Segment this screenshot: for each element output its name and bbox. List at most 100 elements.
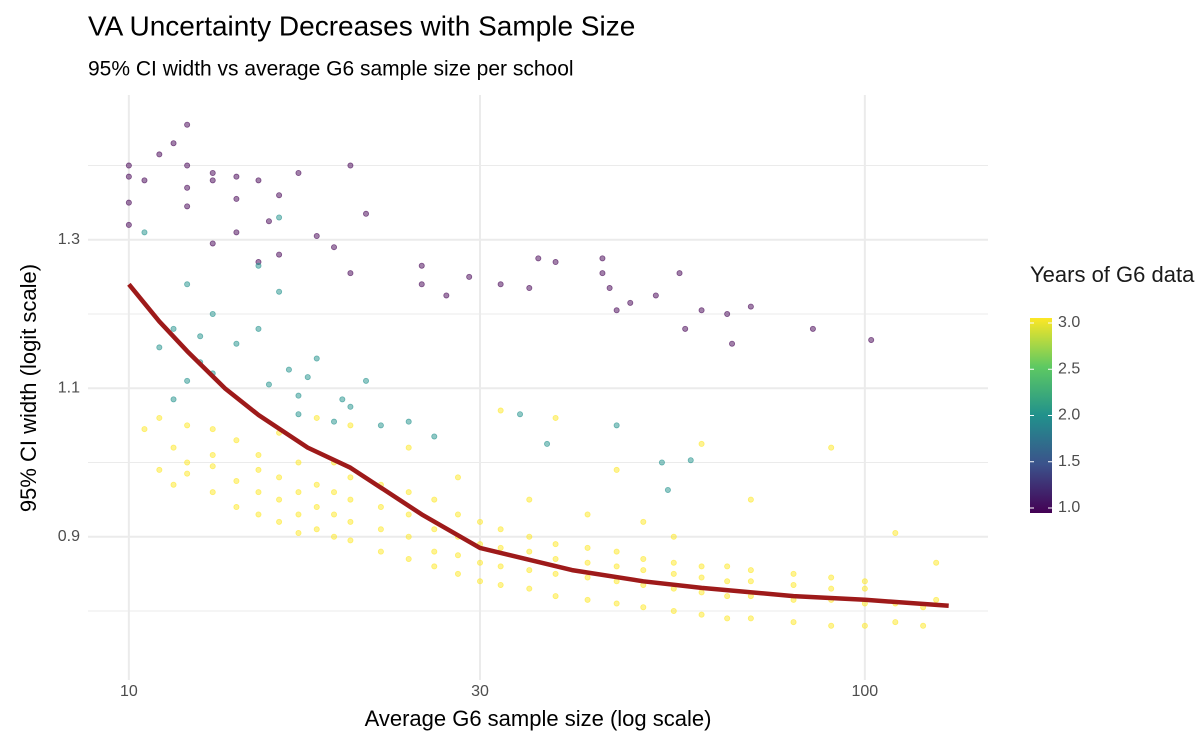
scatter-point	[552, 414, 559, 421]
scatter-point	[313, 355, 320, 362]
scatter-point	[255, 177, 262, 184]
scatter-point	[418, 262, 425, 269]
scatter-point	[125, 162, 132, 169]
scatter-point	[497, 526, 504, 533]
scatter-point	[170, 481, 177, 488]
scatter-point	[276, 251, 283, 258]
scatter-point	[790, 619, 797, 626]
scatter-point	[670, 570, 677, 577]
scatter-point	[184, 203, 191, 210]
scatter-point	[276, 518, 283, 525]
scatter-point	[431, 496, 438, 503]
scatter-point	[209, 177, 216, 184]
y-tick-label: 0.9	[58, 528, 80, 545]
x-tick-label: 100	[852, 683, 879, 700]
scatter-point	[454, 552, 461, 559]
scatter-point	[868, 336, 875, 343]
scatter-point	[331, 244, 338, 251]
chart-subtitle: 95% CI width vs average G6 sample size p…	[88, 58, 574, 81]
scatter-point	[313, 526, 320, 533]
scatter-point	[347, 422, 354, 429]
scatter-point	[584, 511, 591, 518]
scatter-point	[170, 140, 177, 147]
scatter-point	[454, 474, 461, 481]
scatter-point	[497, 407, 504, 414]
scatter-point	[526, 285, 533, 292]
scatter-point	[698, 563, 705, 570]
x-tick-label: 10	[120, 683, 138, 700]
scatter-point	[184, 281, 191, 288]
scatter-point	[431, 563, 438, 570]
scatter-point	[682, 325, 689, 332]
scatter-point	[255, 452, 262, 459]
scatter-point	[255, 511, 262, 518]
scatter-point	[698, 307, 705, 314]
y-axis-label: 95% CI width (logit scale)	[16, 264, 41, 512]
colorbar-label: 1.0	[1058, 499, 1080, 516]
scatter-point	[698, 440, 705, 447]
scatter-point	[313, 233, 320, 240]
scatter-point	[418, 281, 425, 288]
scatter-point	[331, 489, 338, 496]
colorbar-label: 1.5	[1058, 453, 1080, 470]
scatter-point	[184, 377, 191, 384]
scatter-point	[285, 366, 292, 373]
scatter-point	[331, 418, 338, 425]
scatter-point	[613, 548, 620, 555]
scatter-point	[658, 459, 665, 466]
scatter-point	[454, 570, 461, 577]
scatter-point	[156, 344, 163, 351]
scatter-point	[933, 559, 940, 566]
scatter-point	[676, 270, 683, 277]
colorbar-label: 2.0	[1058, 407, 1080, 424]
y-tick-label: 1.3	[58, 231, 80, 248]
scatter-point	[670, 559, 677, 566]
scatter-point	[698, 611, 705, 618]
scatter-point	[640, 518, 647, 525]
scatter-point	[184, 459, 191, 466]
scatter-point	[209, 169, 216, 176]
scatter-point	[584, 559, 591, 566]
scatter-point	[276, 192, 283, 199]
scatter-point	[233, 195, 240, 202]
scatter-point	[747, 496, 754, 503]
scatter-point	[552, 593, 559, 600]
colorbar	[1030, 318, 1052, 513]
scatter-point	[170, 325, 177, 332]
scatter-point	[613, 422, 620, 429]
scatter-point	[295, 530, 302, 537]
scatter-point	[584, 544, 591, 551]
scatter-point	[170, 444, 177, 451]
scatter-point	[552, 259, 559, 266]
scatter-point	[295, 459, 302, 466]
scatter-point	[544, 440, 551, 447]
scatter-point	[652, 292, 659, 299]
scatter-point	[304, 374, 311, 381]
scatter-point	[233, 437, 240, 444]
scatter-point	[747, 303, 754, 310]
scatter-point	[431, 526, 438, 533]
scatter-point	[497, 581, 504, 588]
scatter-point	[828, 585, 835, 592]
scatter-point	[405, 444, 412, 451]
fit-line	[127, 282, 949, 609]
scatter-point	[331, 533, 338, 540]
scatter-point	[454, 511, 461, 518]
scatter-point	[670, 607, 677, 614]
scatter-point	[892, 530, 899, 537]
scatter-point	[347, 403, 354, 410]
scatter-point	[724, 593, 731, 600]
scatter-point	[724, 615, 731, 622]
scatter-point	[209, 426, 216, 433]
scatter-point	[861, 585, 868, 592]
scatter-point	[347, 270, 354, 277]
scatter-point	[698, 589, 705, 596]
scatter-point	[526, 548, 533, 555]
scatter-point	[141, 177, 148, 184]
scatter-point	[431, 548, 438, 555]
scatter-point	[405, 555, 412, 562]
scatter-point	[265, 218, 272, 225]
scatter-point	[497, 563, 504, 570]
